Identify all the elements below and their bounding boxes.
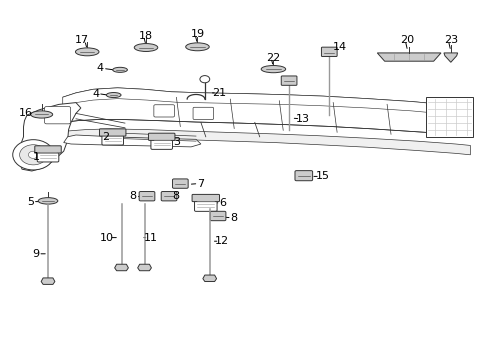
Text: 16: 16 [19,108,32,118]
Polygon shape [63,129,470,155]
Polygon shape [63,88,470,117]
Text: 1: 1 [33,152,40,162]
FancyBboxPatch shape [148,133,175,140]
Polygon shape [377,53,441,61]
FancyBboxPatch shape [102,131,123,145]
Text: 10: 10 [100,233,114,243]
Text: 3: 3 [173,137,180,147]
Text: 18: 18 [139,31,153,41]
Circle shape [20,145,47,165]
Text: 6: 6 [220,198,226,208]
Text: 20: 20 [401,35,415,45]
Ellipse shape [134,44,158,51]
Circle shape [28,151,38,158]
FancyBboxPatch shape [151,136,172,149]
FancyBboxPatch shape [193,107,214,120]
Text: 5: 5 [27,197,34,207]
Text: 9: 9 [32,249,39,259]
Text: 8: 8 [172,191,179,201]
FancyBboxPatch shape [321,47,337,57]
Ellipse shape [38,198,58,204]
Circle shape [13,140,54,170]
Ellipse shape [261,66,286,73]
Text: 4: 4 [92,89,99,99]
Polygon shape [19,103,81,171]
Ellipse shape [75,48,99,56]
FancyBboxPatch shape [154,105,174,117]
Text: 7: 7 [197,179,204,189]
Text: 2: 2 [102,132,109,142]
FancyBboxPatch shape [35,146,61,153]
FancyBboxPatch shape [192,194,220,202]
FancyBboxPatch shape [139,192,155,201]
Text: 15: 15 [316,171,329,181]
Text: 13: 13 [296,114,310,124]
FancyBboxPatch shape [281,76,297,85]
FancyBboxPatch shape [99,129,126,136]
Polygon shape [138,264,151,271]
Text: 21: 21 [213,88,226,98]
FancyBboxPatch shape [426,97,473,137]
Text: 8: 8 [231,213,238,223]
FancyBboxPatch shape [195,197,217,211]
FancyBboxPatch shape [210,211,226,221]
Text: 19: 19 [191,29,204,39]
Ellipse shape [113,67,127,72]
Ellipse shape [186,43,209,51]
Text: 23: 23 [444,35,458,45]
Text: 17: 17 [75,35,89,45]
Polygon shape [203,275,217,282]
Text: 8: 8 [130,191,137,201]
Ellipse shape [30,111,53,118]
Polygon shape [115,264,128,271]
FancyBboxPatch shape [37,148,59,162]
FancyBboxPatch shape [295,171,313,181]
FancyBboxPatch shape [161,192,177,201]
FancyBboxPatch shape [45,107,71,124]
Text: 4: 4 [97,63,104,73]
Text: 14: 14 [333,42,346,52]
Ellipse shape [106,93,121,98]
Text: 12: 12 [215,236,229,246]
Polygon shape [63,88,470,136]
Polygon shape [64,135,201,147]
Polygon shape [41,278,55,284]
FancyBboxPatch shape [172,179,188,188]
Text: 22: 22 [266,53,281,63]
Polygon shape [444,53,458,62]
Text: 11: 11 [144,233,158,243]
Circle shape [200,76,210,83]
